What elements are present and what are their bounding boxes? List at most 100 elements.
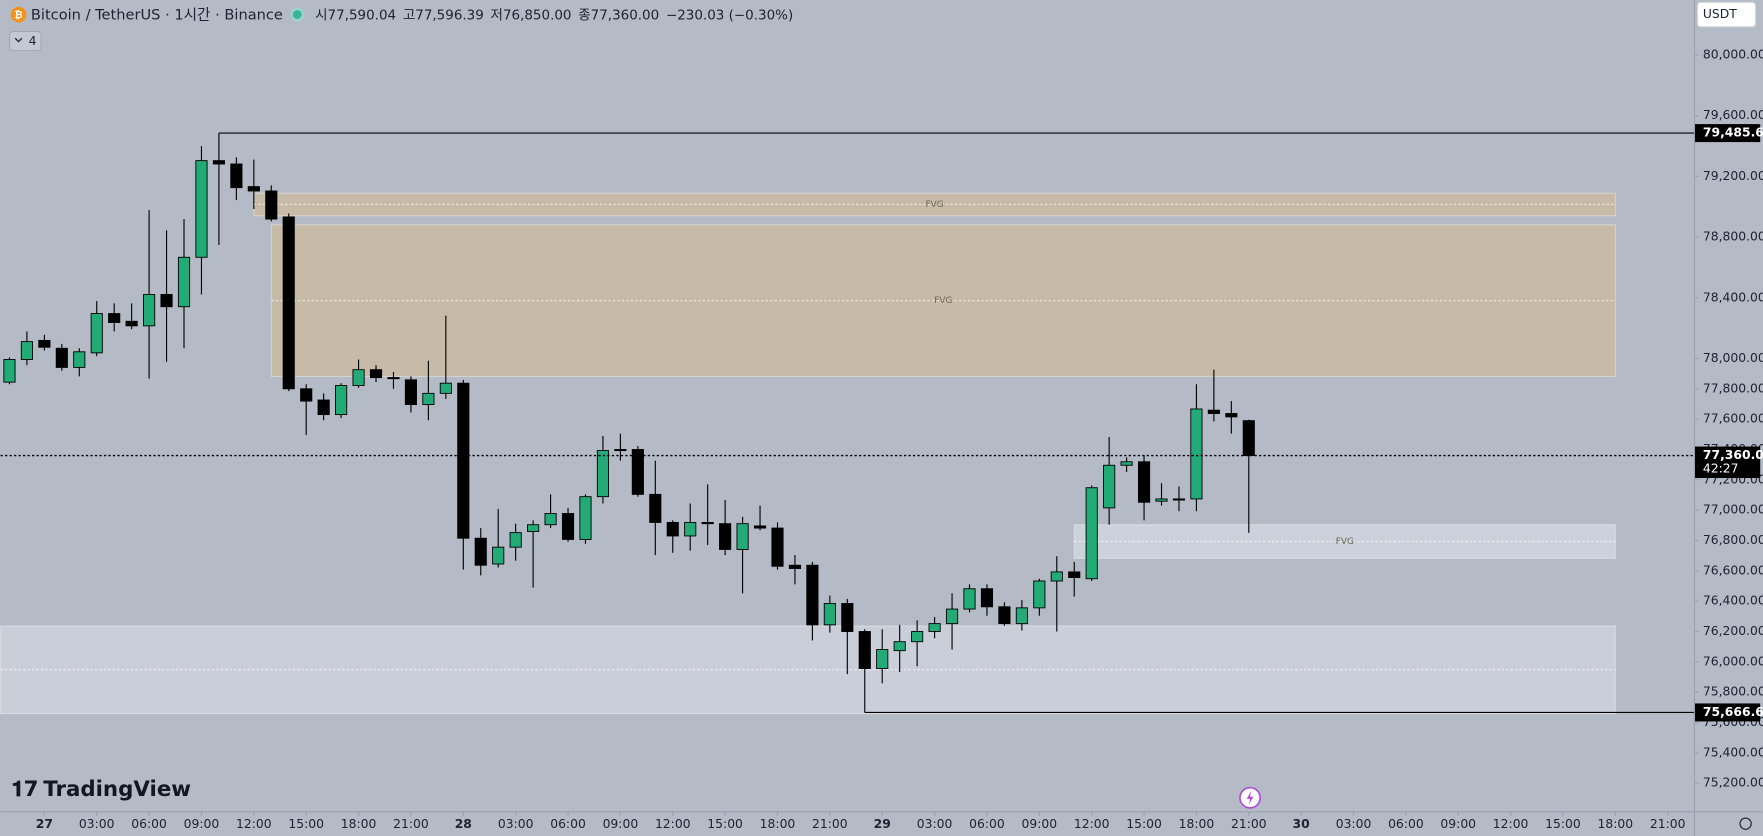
candle-body	[1225, 413, 1238, 418]
x-tick-label: 21:00	[393, 817, 429, 831]
candle-body	[1242, 420, 1255, 456]
x-tick-label: 15:00	[1126, 817, 1162, 831]
y-tick-label: 78,800.00	[1703, 230, 1763, 244]
candle-body	[998, 606, 1011, 625]
x-tick-label: 18:00	[1179, 817, 1215, 831]
zone-label: FVG	[1336, 537, 1354, 547]
coin-icon-glyph: ₿	[14, 9, 22, 21]
candle-body	[282, 216, 295, 390]
x-tick-label: 15:00	[1545, 817, 1581, 831]
indicator-toggle[interactable]	[8, 30, 42, 52]
candle-body	[596, 450, 610, 498]
currency-button[interactable]	[1696, 1, 1757, 28]
candle-body	[55, 347, 68, 368]
candle-body	[300, 388, 313, 402]
candle-body	[1120, 461, 1133, 466]
candle-body	[963, 588, 976, 610]
candle-body	[771, 527, 784, 567]
candle-body	[387, 377, 400, 380]
candle-body	[544, 513, 557, 526]
price-tag	[1695, 124, 1761, 143]
market-status	[290, 7, 304, 22]
candle-body	[614, 449, 627, 452]
candle-body	[841, 603, 854, 632]
zone-label: FVG	[925, 200, 943, 210]
x-tick-label: 29	[874, 817, 891, 831]
x-tick-label: 18:00	[1598, 817, 1634, 831]
candle-body	[806, 564, 819, 626]
candle-body	[561, 513, 575, 540]
ohlc-value: 종77,360.00	[578, 8, 659, 24]
price-tag-label: 79,485.66	[1703, 126, 1763, 140]
y-tick-label: 76,800.00	[1703, 533, 1763, 547]
candle-body	[1137, 461, 1151, 503]
candle-body	[439, 382, 452, 394]
candle-body	[928, 623, 941, 632]
settings-icon[interactable]	[1739, 817, 1752, 830]
logo-mark: 𝟏7	[12, 777, 39, 802]
candle-body	[335, 385, 348, 416]
plot-area: FVG FVG FVG	[0, 132, 1694, 715]
candle-body	[1155, 498, 1168, 502]
candle-body	[788, 564, 802, 570]
candle-body	[684, 521, 697, 537]
candle-body	[753, 525, 767, 529]
candle-body	[1172, 498, 1186, 501]
x-tick-label: 06:00	[969, 817, 1005, 831]
y-tick-label: 77,600.00	[1703, 412, 1763, 426]
candle-body	[38, 339, 51, 348]
x-tick-label: 12:00	[1493, 817, 1529, 831]
x-tick-label: 15:00	[288, 817, 324, 831]
candle-body	[719, 523, 732, 550]
candle-body	[631, 449, 644, 495]
candle-body	[143, 293, 156, 327]
candle-body	[1190, 408, 1203, 500]
candle-body	[1207, 409, 1220, 414]
x-tick-label: 28	[455, 817, 472, 831]
y-tick-label: 76,400.00	[1703, 594, 1763, 608]
x-tick-label: 06:00	[1388, 817, 1424, 831]
alert-glyph	[1246, 791, 1254, 805]
y-tick-label: 77,000.00	[1703, 503, 1763, 517]
x-tick-label: 12:00	[655, 817, 691, 831]
candle-body	[1015, 607, 1028, 625]
x-tick-label: 09:00	[1022, 817, 1058, 831]
last-price-tag	[1695, 446, 1761, 479]
y-tick-label: 79,200.00	[1703, 169, 1763, 183]
chevron-icon	[14, 37, 23, 43]
candle-body	[1068, 571, 1081, 578]
candle-body	[265, 190, 278, 220]
x-tick-label: 21:00	[1231, 817, 1267, 831]
candle-body	[1033, 580, 1046, 609]
x-tick-label: 15:00	[707, 817, 743, 831]
coin-icon	[10, 6, 27, 23]
candle-body	[108, 313, 121, 323]
x-tick-label: 18:00	[760, 817, 796, 831]
x-tick-label: 30	[1293, 817, 1311, 831]
x-tick-label: 06:00	[550, 817, 586, 831]
y-tick-label: 75,200.00	[1703, 776, 1763, 790]
x-tick-label: 03:00	[917, 817, 953, 831]
y-tick-label: 76,000.00	[1703, 654, 1763, 668]
symbol-title: Bitcoin / TetherUS · 1시간 · Binance	[31, 7, 283, 24]
ohlc-value: 고77,596.39	[403, 8, 484, 24]
candle-body	[649, 493, 662, 523]
price-tag	[1695, 703, 1761, 722]
last-price-label: 77,360.00	[1703, 448, 1763, 462]
candle-body	[579, 496, 592, 540]
ohlc-legend: 시77,590.04 고77,596.39 저76,850.00 종77,360.00…	[315, 8, 793, 24]
candle-body	[876, 649, 889, 669]
x-tick-label: 18:00	[341, 817, 377, 831]
x-tick-label: 09:00	[603, 817, 639, 831]
candle-body	[230, 163, 243, 189]
y-tick-label: 75,800.00	[1703, 685, 1763, 699]
candle-body	[20, 341, 33, 360]
y-tick-label: 78,400.00	[1703, 290, 1763, 304]
candle-body	[893, 641, 906, 652]
candle-body	[369, 369, 383, 379]
candle-body	[73, 351, 86, 368]
y-tick-label: 80,000.00	[1703, 48, 1763, 62]
y-tick-label: 75,400.00	[1703, 745, 1763, 759]
candle-body	[177, 256, 191, 308]
